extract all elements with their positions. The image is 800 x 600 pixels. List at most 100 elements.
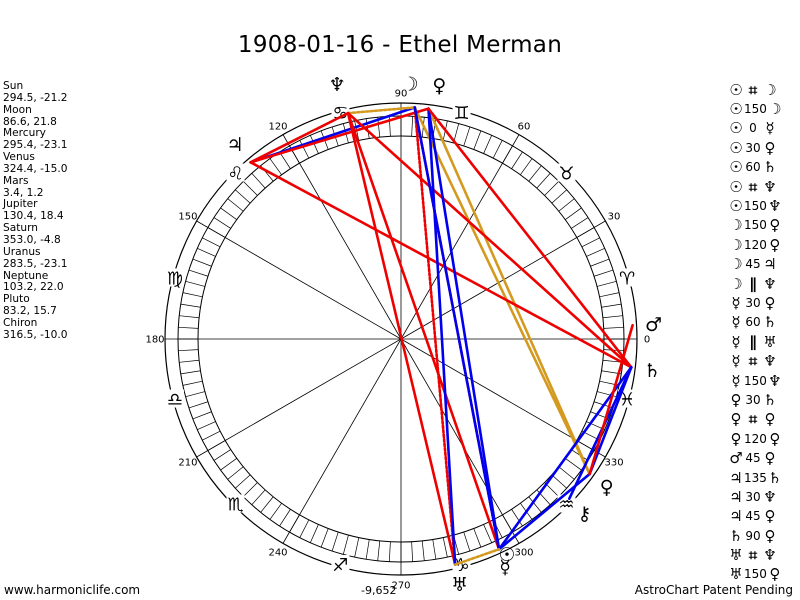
- sign-glyph-backing: [557, 494, 576, 513]
- degree-tick: [243, 482, 258, 497]
- aspect-planet-glyph: ☉: [729, 177, 743, 196]
- aspect-type: 60: [745, 315, 761, 330]
- sign-glyph-backing: [557, 163, 576, 182]
- degree-label: 330: [604, 458, 623, 469]
- degree-tick: [528, 496, 542, 513]
- aspect-planet-glyph: ♀: [730, 429, 742, 448]
- planet-name: Jupiter: [3, 198, 38, 211]
- planet-position: 130.4, 18.4: [3, 210, 64, 223]
- aspect-row: ☿ ∥ ♅: [728, 332, 800, 351]
- planet-name: Moon: [3, 103, 32, 116]
- aspect-planet-glyph: ♀: [764, 449, 776, 468]
- aspect-line: [249, 161, 633, 369]
- aspect-row: ☉ 150 ☽: [728, 99, 800, 118]
- degree-label: 240: [268, 548, 287, 559]
- sign-spoke: [282, 134, 402, 340]
- degree-tick: [182, 292, 203, 298]
- aspect-type: 0: [749, 121, 757, 136]
- degree-tick: [365, 539, 370, 560]
- zodiac-sign-glyph: ♊: [453, 103, 469, 124]
- degree-tick: [492, 140, 503, 159]
- aspect-planet-glyph: ☽: [729, 216, 743, 235]
- degree-tick: [565, 458, 582, 471]
- degree-tick: [528, 165, 542, 182]
- patent-footer: AstroChart Patent Pending: [634, 583, 793, 597]
- aspect-row: ♀ 120 ♀: [728, 429, 800, 448]
- aspect-planet-glyph: ☽: [763, 80, 777, 99]
- aspect-type: ⌗: [748, 352, 758, 371]
- aspect-line: [427, 107, 633, 369]
- zodiac-sign-glyph: ♈: [619, 268, 635, 289]
- degree-tick: [581, 237, 600, 248]
- aspect-list: ☉ ⌗ ☽ ☉ 150 ☽ ☉ 0 ☿ ☉ 30 ♀ ☉ 60 ♄ ☉ ⌗ ♆ ☉ 150 ♆ ☽ 150 ♀ ☽ 120 ♀ ☽ 45…: [728, 80, 800, 584]
- aspect-type: 135: [744, 470, 767, 485]
- aspect-planet-glyph: ☉: [729, 158, 743, 177]
- planet-position: 103.2, 22.0: [3, 281, 64, 294]
- aspect-type: 120: [744, 431, 767, 446]
- sign-spoke: [400, 134, 520, 340]
- aspect-planet-glyph: ♀: [730, 390, 742, 409]
- aspect-planet-glyph: ♀: [764, 138, 776, 157]
- planet-name: Neptune: [3, 269, 49, 282]
- degree-tick: [309, 524, 319, 543]
- aspect-row: ☉ 0 ☿: [728, 119, 800, 138]
- aspect-row: ♀ ⌗ ♀: [728, 410, 800, 429]
- zodiac-sign-glyph: ♐: [332, 555, 348, 576]
- degree-tick: [411, 541, 414, 562]
- planet-position: 294.5, -21.2: [3, 91, 68, 104]
- aspect-line: [427, 107, 501, 551]
- aspect-planet-glyph: ♀: [764, 507, 776, 526]
- aspect-type: 30: [745, 392, 761, 407]
- aspect-row: ☿ 30 ♀: [728, 293, 800, 312]
- degree-tick: [180, 370, 201, 375]
- sign-spoke: [196, 220, 402, 340]
- planet-position-list: Sun 294.5, -21.2 Moon 86.6, 21.8 Mercury 295.…: [3, 80, 68, 342]
- aspect-planet-glyph: ♆: [763, 487, 777, 506]
- sign-glyph-backing: [618, 268, 637, 287]
- planet-name: Sun: [3, 80, 24, 92]
- sun-glyph: ☉: [498, 544, 515, 566]
- degree-tick: [197, 421, 216, 431]
- degree-tick: [511, 151, 523, 169]
- aspect-type: ⌗: [748, 177, 758, 196]
- planet-position: 353.0, -4.8: [3, 233, 61, 246]
- aspect-row: ☉ 60 ♄: [728, 158, 800, 177]
- degree-tick: [227, 198, 244, 212]
- planet-name: Venus: [3, 151, 35, 164]
- degree-tick: [182, 380, 203, 386]
- degree-tick: [520, 158, 533, 175]
- aspect-type: 45: [745, 451, 761, 466]
- degree-tick: [227, 466, 244, 480]
- aspect-planet-glyph: ☉: [729, 80, 743, 99]
- aspect-type: 30: [745, 140, 761, 155]
- aspect-planet-glyph: ♆: [763, 177, 777, 196]
- planet-position: 324.4, -15.0: [3, 162, 68, 175]
- aspect-planet-glyph: ♀: [769, 235, 781, 254]
- aspect-row: ☉ ⌗ ☽: [728, 80, 800, 99]
- degree-tick: [377, 540, 381, 561]
- aspect-planet-glyph: ♆: [763, 352, 777, 371]
- aspect-line: [346, 106, 417, 115]
- degree-tick: [342, 534, 349, 555]
- website-footer[interactable]: www.harmoniclife.com: [4, 583, 141, 597]
- degree-tick: [483, 135, 493, 154]
- aspect-type: 30: [745, 489, 761, 504]
- degree-tick: [192, 411, 212, 420]
- aspect-type: 150: [744, 373, 767, 388]
- degree-tick: [544, 181, 559, 196]
- planet-name: Mars: [3, 174, 29, 187]
- degree-tick: [179, 315, 200, 319]
- aspect-planet-glyph: ♀: [764, 293, 776, 312]
- aspect-line: [427, 107, 457, 566]
- degree-tick: [299, 519, 310, 538]
- zodiac-sign-glyph: ♓: [619, 390, 635, 411]
- degree-tick: [178, 349, 199, 352]
- aspect-planet-glyph: ♂: [729, 449, 743, 468]
- pluto-glyph: ♀: [432, 75, 446, 97]
- uranus-glyph: ♅: [451, 574, 468, 596]
- aspect-type: 60: [745, 160, 761, 175]
- moon-glyph: ☽: [402, 73, 419, 95]
- degree-tick: [243, 181, 258, 196]
- aspect-row: ☉ ⌗ ♆: [728, 177, 800, 196]
